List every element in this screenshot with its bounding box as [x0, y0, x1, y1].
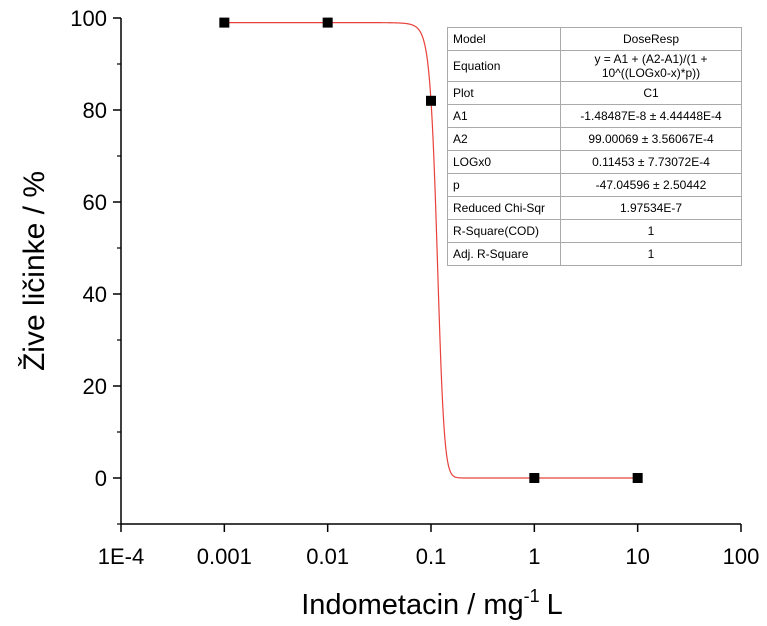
fit-table-row: R-Square(COD) 1: [447, 219, 742, 243]
fit-table-row: p -47.04596 ± 2.50442: [447, 173, 742, 197]
fit-table-key: LOGx0: [447, 150, 561, 174]
fit-table-row: LOGx0 0.11453 ± 7.73072E-4: [447, 150, 742, 174]
fit-table-row: A1 -1.48487E-8 ± 4.44448E-4: [447, 104, 742, 128]
y-tick-label: 20: [83, 374, 107, 399]
x-axis-title-unit: L: [547, 589, 563, 621]
x-tick-label: 10: [625, 544, 649, 569]
data-points: [219, 17, 643, 483]
fit-table-value: 1.97534E-7: [560, 196, 742, 220]
fit-table-value: 0.11453 ± 7.73072E-4: [560, 150, 742, 174]
data-point: [632, 473, 643, 483]
fit-table-value: C1: [560, 81, 742, 105]
y-tick-label: 60: [83, 190, 107, 215]
fit-table-row: A2 99.00069 ± 3.56067E-4: [447, 127, 742, 151]
y-tick-label: 40: [83, 282, 107, 307]
x-axis-title: Indometacin / mg-1 L: [301, 586, 563, 621]
y-tick-label: 80: [83, 98, 107, 123]
fit-table-value: y = A1 + (A2-A1)/(1 + 10^((LOGx0-x)*p)): [560, 50, 742, 82]
fit-table-row: Equation y = A1 + (A2-A1)/(1 + 10^((LOGx0…: [447, 50, 742, 82]
data-point: [322, 17, 333, 28]
fit-table-row: Reduced Chi-Sqr 1.97534E-7: [447, 196, 742, 220]
x-tick-label: 1: [528, 544, 540, 569]
fit-table-key: Reduced Chi-Sqr: [447, 196, 561, 220]
x-tick-label: 100: [723, 544, 760, 569]
fit-table-key: Plot: [447, 81, 561, 105]
fit-table-row: Model DoseResp: [447, 27, 742, 51]
x-tick-label: 0.001: [197, 544, 252, 569]
data-point: [219, 17, 230, 28]
fit-parameters-table: Model DoseResp Equation y = A1 + (A2-A1)/(1…: [447, 27, 742, 266]
x-axis-title-main: Indometacin / mg: [301, 589, 523, 621]
fit-table-value: -47.04596 ± 2.50442: [560, 173, 742, 197]
fit-table-key: R-Square(COD): [447, 219, 561, 243]
fit-table-row: Adj. R-Square 1: [447, 242, 742, 266]
fit-table-value: 1: [560, 219, 742, 243]
y-tick-label: 100: [70, 6, 107, 31]
fit-table-value: 1: [560, 242, 742, 266]
fit-table-key: p: [447, 173, 561, 197]
fit-table-value: 99.00069 ± 3.56067E-4: [560, 127, 742, 151]
x-tick-label: 0.1: [416, 544, 447, 569]
x-axis-title-superscript: -1: [524, 586, 540, 606]
fit-table-key: A2: [447, 127, 561, 151]
y-tick-label: 0: [95, 466, 107, 491]
fit-table-row: Plot C1: [447, 81, 742, 105]
fit-table-key: Equation: [447, 50, 561, 82]
fit-table-key: Adj. R-Square: [447, 242, 561, 266]
fit-table-key: A1: [447, 104, 561, 128]
fit-table-key: Model: [447, 27, 561, 51]
fit-table-value: -1.48487E-8 ± 4.44448E-4: [560, 104, 742, 128]
x-tick-label: 0.01: [306, 544, 349, 569]
x-ticks: 1E-4 0.001 0.01 0.1 1 10 100: [98, 524, 760, 569]
x-tick-label: 1E-4: [98, 544, 144, 569]
data-point: [426, 95, 436, 106]
y-axis-title: Žive ličinke / %: [18, 171, 51, 371]
fit-table-value: DoseResp: [560, 27, 742, 51]
y-ticks: 0 20 40 60 80 100: [70, 6, 121, 525]
data-point: [529, 473, 540, 483]
